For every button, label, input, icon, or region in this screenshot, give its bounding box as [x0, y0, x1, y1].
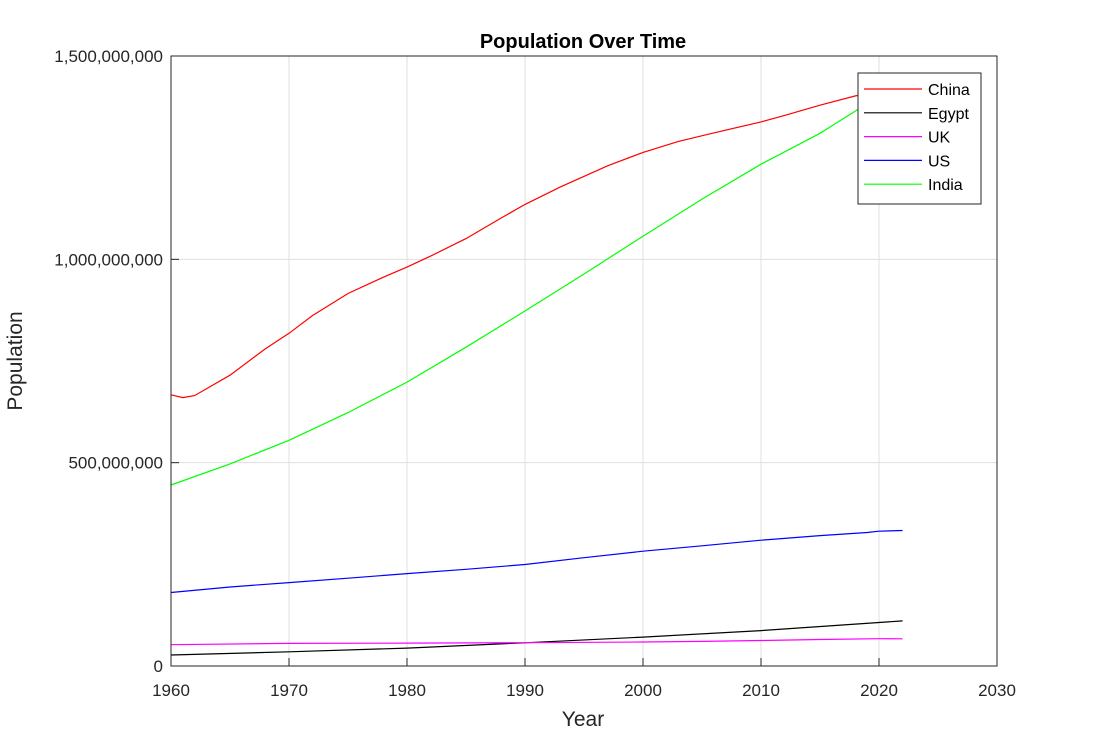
- x-tick-label: 1980: [388, 681, 426, 700]
- x-tick-label: 1990: [506, 681, 544, 700]
- legend-box: [857, 72, 982, 205]
- x-tick-label: 2020: [860, 681, 898, 700]
- y-axis-label: Population: [4, 311, 27, 410]
- legend-label-india: India: [928, 177, 963, 194]
- y-tick-label: 0: [154, 657, 163, 676]
- y-tick-label: 500,000,000: [68, 454, 163, 473]
- series-line-egypt: [170, 620, 903, 656]
- series-line-china: [170, 91, 903, 399]
- y-tick-label: 1,500,000,000: [54, 47, 163, 66]
- legend-label-china: China: [928, 82, 970, 99]
- x-tick-label: 1960: [152, 681, 190, 700]
- x-tick-label: 2030: [978, 681, 1016, 700]
- grid-lines: [171, 56, 997, 666]
- legend-label-uk: UK: [928, 130, 951, 147]
- chart-title: Population Over Time: [480, 31, 686, 53]
- plot-series-group: [170, 91, 903, 656]
- tick-labels: 1960 1970 1980 1990 2000 2010 2020 2030 0 500,000…: [54, 47, 1016, 700]
- legend-label-us: US: [928, 153, 950, 170]
- x-tick-label: 1970: [270, 681, 308, 700]
- axis-ticks: [170, 55, 998, 667]
- y-tick-label: 1,000,000,000: [54, 250, 163, 269]
- series-line-us: [170, 529, 903, 594]
- series-line-uk: [170, 638, 903, 646]
- legend: China Egypt UK US India: [857, 72, 982, 205]
- legend-label-egypt: Egypt: [928, 106, 969, 123]
- x-tick-label: 2000: [624, 681, 662, 700]
- axes-frame: [170, 55, 998, 667]
- series-line-india: [170, 103, 868, 486]
- x-tick-label: 2010: [742, 681, 780, 700]
- x-axis-label: Year: [562, 708, 604, 731]
